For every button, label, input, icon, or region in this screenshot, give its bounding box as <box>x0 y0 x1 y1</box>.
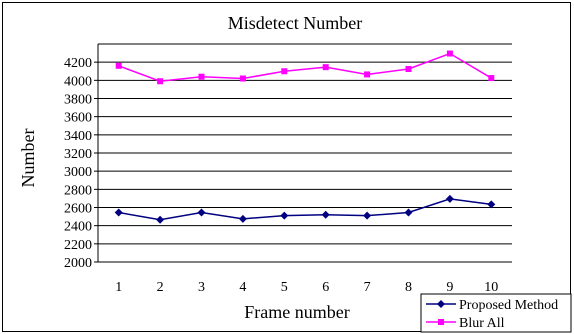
x-tick-label: 2 <box>157 280 164 295</box>
x-tick-label: 6 <box>322 280 329 295</box>
x-tick-label: 4 <box>239 280 246 295</box>
data-point <box>198 73 205 80</box>
x-tick-label: 1 <box>115 280 122 295</box>
legend-item: Proposed Method <box>426 298 558 313</box>
legend-marker <box>437 300 445 308</box>
chart-frame <box>2 2 571 332</box>
data-point <box>197 208 206 217</box>
data-point <box>404 208 413 217</box>
y-tick-label: 2800 <box>64 183 92 198</box>
legend-box <box>420 293 572 333</box>
legend-label: Proposed Method <box>459 298 558 313</box>
x-tick-label: 8 <box>405 280 412 295</box>
legend-label: Blur All <box>459 316 505 331</box>
data-point <box>321 210 330 219</box>
data-point <box>445 194 454 203</box>
series-proposed-method <box>114 194 496 224</box>
series-layer <box>114 50 496 224</box>
x-tick-labels: 1 2 3 4 5 6 7 8 9 10 <box>115 280 498 295</box>
y-tick-label: 3200 <box>64 147 92 162</box>
y-tick-label: 3400 <box>64 129 92 144</box>
x-tick-label: 3 <box>198 280 205 295</box>
y-tick-label: 4200 <box>64 56 92 71</box>
data-point <box>115 62 122 69</box>
legend: Proposed Method Blur All <box>420 293 572 333</box>
y-tick-label: 2400 <box>64 220 92 235</box>
y-tick-label: 3800 <box>64 93 92 108</box>
data-point <box>405 65 412 72</box>
y-tick-label: 2200 <box>64 238 92 253</box>
data-point <box>238 214 247 223</box>
data-point <box>239 75 246 82</box>
chart-title: Misdetect Number <box>228 13 362 33</box>
y-tick-label: 2600 <box>64 202 92 217</box>
data-point <box>322 64 329 71</box>
series-line <box>118 52 492 83</box>
y-axis-label: Number <box>18 129 38 188</box>
series-blur-all <box>115 50 495 85</box>
y-tick-labels: 2000 2200 2400 2600 2800 3000 3200 3400 3600 3800… <box>64 56 92 271</box>
y-tick-label: 2000 <box>64 256 92 271</box>
x-axis-label: Frame number <box>244 302 349 322</box>
y-tick-label: 3000 <box>64 165 92 180</box>
data-point <box>280 211 289 220</box>
data-point <box>114 208 123 217</box>
x-tick-label: 9 <box>446 280 453 295</box>
data-point <box>488 75 495 82</box>
data-point <box>487 200 496 209</box>
data-point <box>446 50 453 57</box>
gridlines <box>94 43 512 263</box>
y-tick-label: 4000 <box>64 74 92 89</box>
legend-item: Blur All <box>426 316 505 331</box>
legend-marker <box>438 319 444 325</box>
y-tick-label: 3600 <box>64 111 92 126</box>
data-point <box>281 68 288 75</box>
data-point <box>157 78 164 85</box>
data-point <box>363 211 372 220</box>
x-tick-label: 7 <box>364 280 371 295</box>
data-point <box>156 215 165 224</box>
data-point <box>364 71 371 78</box>
x-tick-label: 5 <box>281 280 288 295</box>
x-tick-label: 10 <box>484 280 498 295</box>
series-line <box>118 198 492 221</box>
